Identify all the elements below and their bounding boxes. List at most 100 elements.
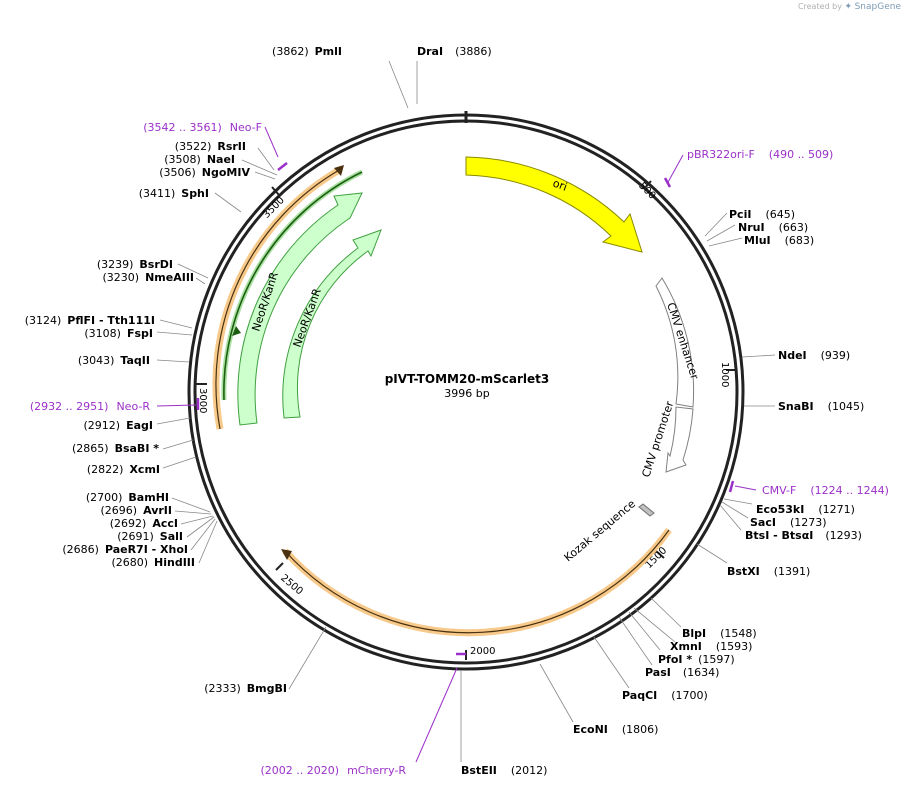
leader-line bbox=[628, 611, 661, 651]
site-label-ndei[interactable]: NdeI (939) bbox=[778, 349, 850, 362]
site-label-paqci[interactable]: PaqCI (1700) bbox=[622, 689, 708, 702]
site-pos: (1700) bbox=[671, 689, 708, 702]
site-label-xcmi[interactable]: (2822) XcmI bbox=[87, 463, 160, 476]
primer-label-mcherry-r[interactable]: (2002 .. 2020) mCherry-R bbox=[261, 764, 407, 777]
site-pos: (1271) bbox=[818, 503, 855, 516]
site-label-pcii[interactable]: PciI (645) bbox=[729, 208, 795, 221]
ori-label: ori bbox=[551, 177, 569, 194]
feature-cmv-promoter[interactable]: CMV promoter bbox=[639, 399, 694, 479]
site-label-pfoi[interactable]: PfoI * (1597) bbox=[658, 653, 735, 666]
site-label-bsteii[interactable]: BstEII (2012) bbox=[461, 764, 547, 777]
primer-label-pbr322ori-f[interactable]: pBR322ori-F (490 .. 509) bbox=[687, 148, 833, 161]
site-label-bmgbi[interactable]: (2333) BmgBI bbox=[204, 682, 287, 695]
site-label-paer7i[interactable]: (2686) PaeR7I - XhoI bbox=[62, 543, 188, 556]
site-label-econi[interactable]: EcoNI (1806) bbox=[573, 723, 658, 736]
site-name: PciI bbox=[729, 208, 751, 221]
site-pos: (3411) bbox=[139, 187, 176, 200]
ori-arrow[interactable] bbox=[465, 156, 643, 253]
site-name: SacI bbox=[750, 516, 776, 529]
tomm20-orf-highlight bbox=[282, 527, 672, 637]
leader-line bbox=[719, 504, 742, 531]
leader-line bbox=[741, 354, 776, 358]
cmv-enhancer-box[interactable] bbox=[655, 277, 695, 408]
site-name: TaqII bbox=[120, 354, 150, 367]
tick-mark bbox=[643, 180, 652, 190]
site-pos: (1597) bbox=[698, 653, 735, 666]
site-label-mlui[interactable]: MluI (683) bbox=[744, 234, 814, 247]
site-label-pasi[interactable]: PasI (1634) bbox=[645, 666, 719, 679]
site-pos: (663) bbox=[779, 221, 809, 234]
cmv-promoter-arrow[interactable] bbox=[665, 406, 694, 473]
leader-line bbox=[186, 516, 215, 538]
site-name: BsaBI * bbox=[115, 442, 160, 455]
site-name: PmlI bbox=[315, 45, 342, 58]
leader-line bbox=[162, 439, 194, 450]
leader-line bbox=[214, 192, 242, 213]
primer-leader bbox=[666, 154, 684, 185]
site-label-pmli[interactable]: (3862) PmlI bbox=[272, 45, 342, 58]
site-name: BtsI - BtsαI bbox=[745, 529, 813, 542]
site-label-avrii[interactable]: (2696) AvrII bbox=[101, 504, 172, 517]
site-label-btsi[interactable]: BtsI - BtsαI (1293) bbox=[745, 529, 862, 542]
site-name: AvrII bbox=[143, 504, 172, 517]
neo-inner-arrow[interactable] bbox=[282, 229, 382, 419]
site-label-bamhi[interactable]: (2700) BamHI bbox=[86, 491, 169, 504]
site-label-taqii[interactable]: (3043) TaqII bbox=[78, 354, 150, 367]
site-label-ngomiv[interactable]: (3506) NgoMIV bbox=[159, 166, 250, 179]
site-name: NgoMIV bbox=[202, 166, 251, 179]
site-name: NruI bbox=[738, 221, 765, 234]
site-name: HindIII bbox=[154, 556, 195, 569]
tick-label: 3000 bbox=[197, 388, 208, 413]
feature-cmv-enhancer[interactable]: CMV enhancer bbox=[655, 277, 701, 408]
leader-line bbox=[162, 456, 197, 469]
site-pos: (1634) bbox=[683, 666, 720, 679]
site-label-fspi[interactable]: (3108) FspI bbox=[84, 327, 153, 340]
primer-range: (3542 .. 3561) bbox=[143, 121, 222, 134]
site-name: RsrII bbox=[217, 140, 246, 153]
credit-prefix: Created by bbox=[797, 2, 842, 11]
site-label-naei[interactable]: (3508) NaeI bbox=[164, 153, 235, 166]
site-name: PaqCI bbox=[622, 689, 657, 702]
site-label-eco53ki[interactable]: Eco53kI (1271) bbox=[756, 503, 855, 516]
site-label-blpi[interactable]: BlpI (1548) bbox=[682, 627, 757, 640]
site-label-acci[interactable]: (2692) AccI bbox=[110, 517, 178, 530]
neo-outer-arrow[interactable] bbox=[237, 192, 363, 426]
primer-label-neo-f[interactable]: (3542 .. 3561) Neo-F bbox=[143, 121, 262, 134]
feature-neo-outer[interactable]: NeoR/KanR bbox=[237, 192, 363, 426]
tick-mark bbox=[271, 186, 280, 196]
site-labels: (3862) PmlI DraI (3886) (3522) RsrII (3508)… bbox=[25, 45, 865, 777]
primer-name: pBR322ori-F bbox=[687, 148, 755, 161]
site-label-bsabi[interactable]: (2865) BsaBI * bbox=[72, 442, 159, 455]
site-label-pflfi[interactable]: (3124) PflFI - Tth111I bbox=[25, 314, 155, 327]
site-name: FspI bbox=[127, 327, 153, 340]
site-label-nmeaiii[interactable]: (3230) NmeAIII bbox=[103, 271, 195, 284]
site-name: BstXI bbox=[727, 565, 760, 578]
site-label-nrui[interactable]: NruI (663) bbox=[738, 221, 808, 234]
site-name: BmgBI bbox=[247, 682, 287, 695]
site-label-sphi[interactable]: (3411) SphI bbox=[139, 187, 209, 200]
site-pos: (2691) bbox=[117, 530, 154, 543]
site-label-bstxi[interactable]: BstXI (1391) bbox=[727, 565, 810, 578]
site-label-xmni[interactable]: XmnI (1593) bbox=[670, 640, 752, 653]
primer-range: (2932 .. 2951) bbox=[30, 400, 109, 413]
plasmid-size: 3996 bp bbox=[444, 387, 489, 400]
site-label-eagi[interactable]: (2912) EagI bbox=[84, 419, 153, 432]
feature-ori[interactable]: ori bbox=[465, 156, 643, 253]
site-label-bsrdi[interactable]: (3239) BsrDI bbox=[97, 258, 173, 271]
site-label-drai[interactable]: DraI (3886) bbox=[417, 45, 492, 58]
kozak-marker[interactable] bbox=[638, 503, 655, 517]
site-pos: (1273) bbox=[790, 516, 827, 529]
site-label-snabi[interactable]: SnaBI (1045) bbox=[778, 400, 864, 413]
primer-leader bbox=[415, 667, 458, 763]
site-name: SalI bbox=[160, 530, 183, 543]
site-label-saci[interactable]: SacI (1273) bbox=[750, 516, 827, 529]
primer-name: Neo-R bbox=[116, 400, 150, 413]
primer-label-neo-r[interactable]: (2932 .. 2951) Neo-R bbox=[30, 400, 150, 413]
site-label-sali[interactable]: (2691) SalI bbox=[117, 530, 183, 543]
feature-kozak[interactable]: Kozak sequence bbox=[562, 497, 655, 564]
leader-line bbox=[198, 520, 218, 564]
site-label-rsrii[interactable]: (3522) RsrII bbox=[175, 140, 246, 153]
primer-range: (2002 .. 2020) bbox=[261, 764, 340, 777]
primer-label-cmv-f[interactable]: CMV-F (1224 .. 1244) bbox=[762, 484, 889, 497]
site-label-hindiii[interactable]: (2680) HindIII bbox=[111, 556, 195, 569]
